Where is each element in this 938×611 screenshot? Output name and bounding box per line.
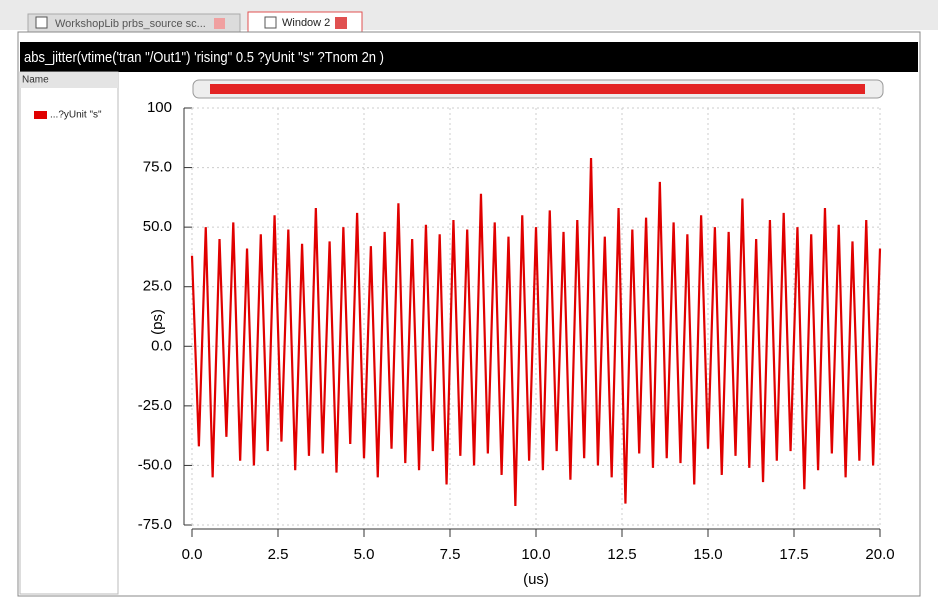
x-tick-label: 17.5 bbox=[779, 546, 808, 563]
legend-header-bg bbox=[20, 72, 118, 88]
x-tick-label: 2.5 bbox=[268, 546, 289, 563]
x-tick-label: 5.0 bbox=[354, 546, 375, 563]
tab-label: WorkshopLib prbs_source sc... bbox=[55, 18, 206, 30]
y-tick-label: -50.0 bbox=[138, 456, 172, 473]
legend-header: Name bbox=[22, 75, 49, 86]
legend-swatch[interactable] bbox=[34, 111, 47, 119]
title-bar bbox=[20, 42, 918, 72]
x-tick-label: 15.0 bbox=[693, 546, 722, 563]
tab-icon bbox=[35, 16, 48, 29]
tab-icon bbox=[264, 16, 277, 29]
x-tick-label: 10.0 bbox=[521, 546, 550, 563]
y-tick-label: 0.0 bbox=[151, 337, 172, 354]
close-button[interactable] bbox=[214, 18, 225, 29]
y-tick-label: 50.0 bbox=[143, 218, 172, 235]
x-axis-label: (us) bbox=[523, 571, 549, 588]
legend-panel bbox=[19, 71, 119, 595]
y-tick-label: 100 bbox=[147, 99, 172, 116]
x-tick-label: 20.0 bbox=[865, 546, 894, 563]
y-axis-label: (ps) bbox=[149, 309, 166, 335]
series-line bbox=[190, 158, 882, 506]
y-tick-label: -25.0 bbox=[138, 397, 172, 414]
y-tick-label: 75.0 bbox=[143, 159, 172, 176]
close-button[interactable] bbox=[335, 17, 347, 29]
x-tick-label: 0.0 bbox=[182, 546, 203, 563]
y-tick-label: -75.0 bbox=[138, 516, 172, 533]
scrollbar-thumb[interactable] bbox=[210, 84, 865, 94]
legend-label[interactable]: ...?yUnit "s" bbox=[50, 110, 102, 121]
x-tick-label: 12.5 bbox=[607, 546, 636, 563]
plot-title: abs_jitter(vtime('tran "/Out1") 'rising"… bbox=[24, 49, 384, 66]
y-tick-label: 25.0 bbox=[143, 278, 172, 295]
tab-label: Window 2 bbox=[282, 17, 330, 29]
x-tick-label: 7.5 bbox=[440, 546, 461, 563]
